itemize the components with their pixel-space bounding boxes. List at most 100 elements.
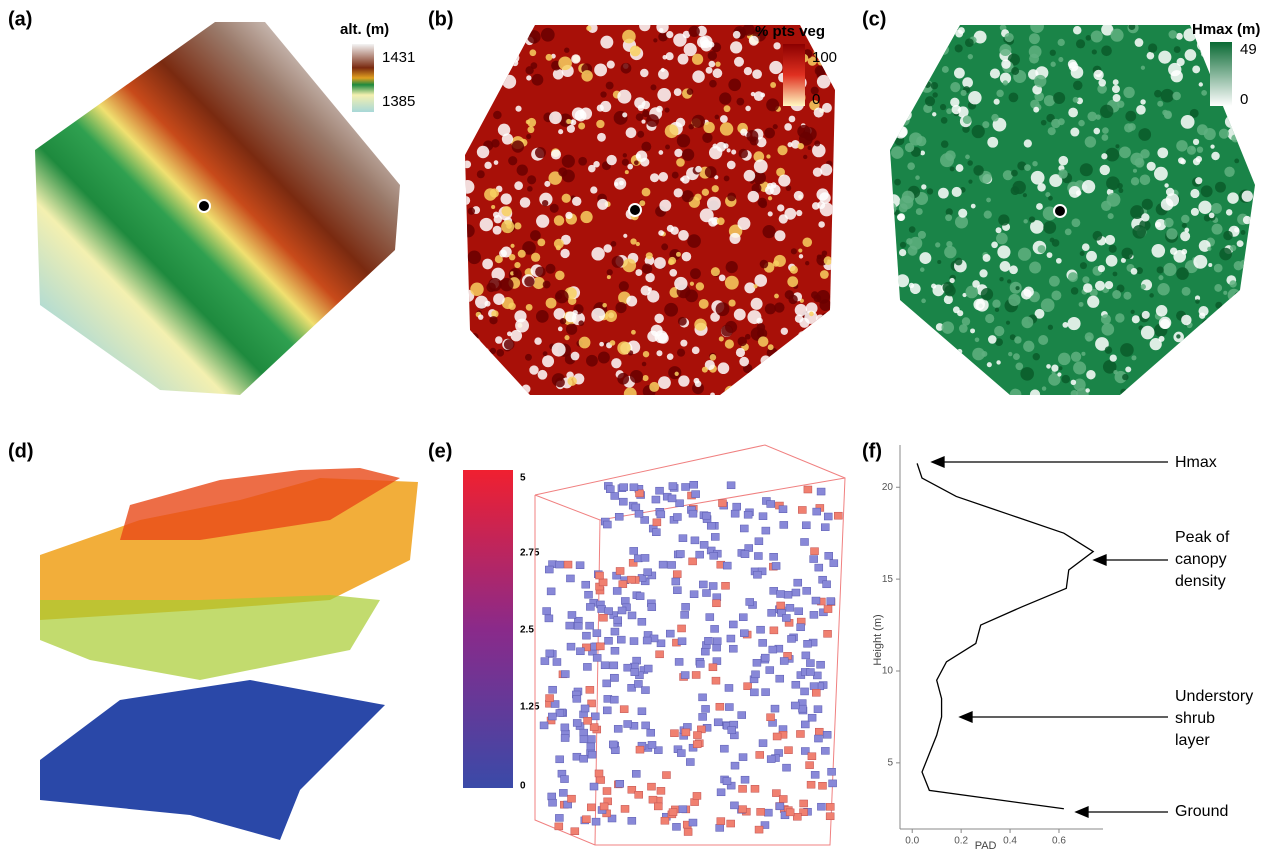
legend-tick: 49 [1240,41,1257,58]
texture [813,341,818,347]
annotation: shrub [1175,710,1215,727]
voxel [670,729,679,737]
texture [987,136,999,148]
texture [1087,295,1100,308]
voxel [800,687,809,696]
texture [659,199,672,212]
voxel [745,598,754,606]
voxel [775,802,785,811]
voxel [660,816,670,825]
texture [782,354,797,368]
texture [1184,227,1190,233]
voxel [609,661,619,670]
voxel [691,490,700,498]
texture [933,342,942,351]
voxel [677,637,687,646]
texture [1123,86,1135,99]
texture [991,241,998,249]
voxel [652,528,661,536]
texture [926,188,934,195]
voxel [709,552,718,560]
texture [1211,223,1223,235]
texture [566,124,576,133]
texture [1011,67,1020,75]
texture [1146,51,1155,60]
voxel [628,559,638,567]
texture [1163,110,1172,119]
texture [1198,82,1203,87]
texture [992,299,1001,308]
texture [1149,293,1154,298]
texture [804,334,817,346]
voxel [796,623,805,632]
texture [1079,262,1087,270]
plot-center [197,199,211,213]
voxel [579,728,589,737]
voxel [555,709,565,717]
voxel [806,780,816,789]
texture [938,44,950,55]
texture [527,30,541,44]
texture [1048,195,1053,201]
texture [467,250,482,265]
texture [558,56,572,71]
texture [1029,33,1040,45]
voxel [809,611,819,619]
texture [937,358,951,372]
voxel [587,735,596,743]
texture [1154,89,1162,98]
texture [553,308,566,320]
texture [751,183,762,194]
texture [646,114,660,128]
legend-tick: 100 [812,49,837,66]
texture [1130,177,1140,186]
texture [1036,203,1043,210]
texture [1181,314,1192,326]
texture [1090,30,1103,43]
voxel [671,577,681,586]
voxel [610,695,619,704]
texture [1057,372,1062,377]
texture [710,312,720,322]
texture [1227,351,1239,363]
texture [1015,362,1024,371]
voxel [787,635,796,643]
texture [1046,252,1053,258]
texture [1086,370,1096,380]
voxel [688,557,697,566]
voxel [821,747,830,755]
texture [805,261,810,266]
voxel [610,647,620,655]
voxel [713,718,723,727]
texture [545,263,556,274]
voxel [823,605,833,613]
texture [503,339,515,350]
texture [1055,257,1062,264]
voxel [702,511,711,520]
texture [1128,25,1136,31]
texture [617,372,630,385]
texture [535,310,549,323]
y-tick-label: 15 [882,574,894,585]
texture [897,25,907,31]
texture [813,367,825,378]
voxel [575,561,585,569]
texture [550,149,562,160]
texture [816,314,825,323]
voxel [740,550,750,558]
texture [1198,306,1209,317]
texture [510,243,515,248]
texture [1105,147,1120,162]
texture [1243,314,1250,320]
texture [557,326,563,332]
texture [606,269,613,276]
voxel [629,637,639,645]
texture [630,238,637,245]
voxel [591,817,601,826]
texture [1101,153,1108,160]
texture [1132,168,1138,173]
point-cloud [40,468,418,840]
texture [1198,200,1212,214]
voxel [791,588,801,597]
voxel [753,570,762,579]
